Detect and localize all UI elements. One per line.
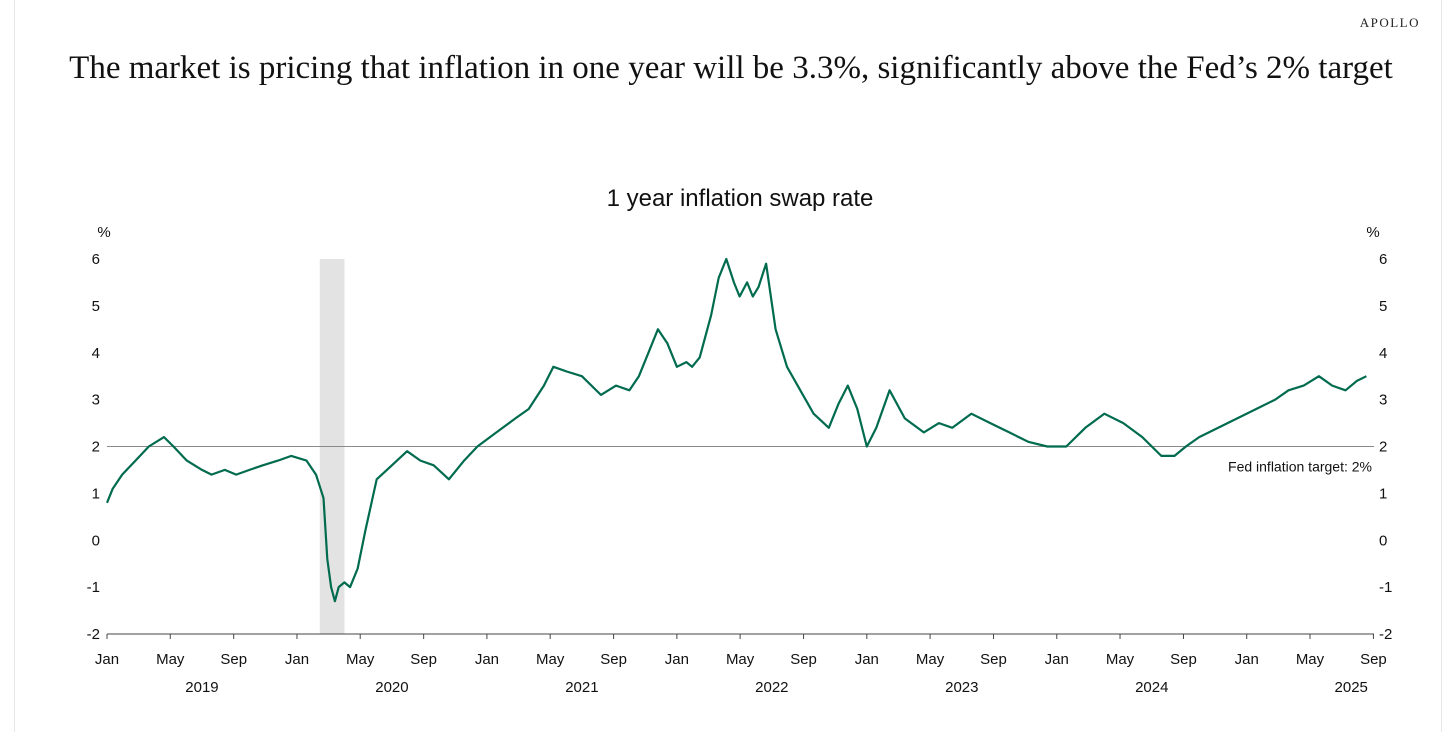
year-label: 2022 <box>755 679 788 696</box>
x-tick-label: May <box>536 651 565 668</box>
x-tick-label: Jan <box>475 651 499 668</box>
x-tick-label: May <box>156 651 185 668</box>
x-tick-label: Jan <box>1235 651 1259 668</box>
y-tick-label-left: 3 <box>92 392 100 409</box>
headline: The market is pricing that inflation in … <box>69 50 1393 86</box>
y-tick-label-right: 6 <box>1379 251 1387 268</box>
brand-logo: APOLLO <box>1359 15 1420 30</box>
x-tick-label: Sep <box>980 651 1007 668</box>
y-tick-label-left: 2 <box>92 439 100 456</box>
x-tick-label: Sep <box>220 651 247 668</box>
y-tick-label-right: 4 <box>1379 345 1387 362</box>
y-tick-label-left: 1 <box>92 485 100 502</box>
y-tick-label-left: -2 <box>87 626 100 643</box>
y-tick-label-left: 4 <box>92 345 100 362</box>
year-label: 2021 <box>565 679 598 696</box>
fed-target-label: Fed inflation target: 2% <box>1228 459 1372 475</box>
x-tick-label: Sep <box>790 651 817 668</box>
x-tick-label: Sep <box>600 651 627 668</box>
y-axis-unit-right: % <box>1366 224 1379 241</box>
y-tick-label-right: 5 <box>1379 298 1387 315</box>
y-tick-label-right: -1 <box>1379 579 1392 596</box>
x-tick-label: Sep <box>1360 651 1387 668</box>
y-tick-label-right: 3 <box>1379 392 1387 409</box>
y-tick-label-right: -2 <box>1379 626 1392 643</box>
y-tick-label-right: 0 <box>1379 532 1387 549</box>
x-tick-label: May <box>916 651 945 668</box>
y-tick-label-left: 0 <box>92 532 100 549</box>
frame-right-border <box>1441 0 1442 732</box>
x-tick-label: May <box>1106 651 1135 668</box>
x-tick-label: Jan <box>855 651 879 668</box>
frame-left-border <box>14 0 15 732</box>
year-label: 2019 <box>185 679 218 696</box>
y-tick-label-right: 1 <box>1379 485 1387 502</box>
chart-title: 1 year inflation swap rate <box>606 185 874 212</box>
x-tick-label: May <box>726 651 755 668</box>
x-tick-label: Jan <box>1045 651 1069 668</box>
year-label: 2023 <box>945 679 978 696</box>
year-label: 2025 <box>1335 679 1368 696</box>
x-tick-label: Sep <box>1170 651 1197 668</box>
axes-layer: -2 -2 -1 -1 0 0 1 1 2 2 3 3 4 4 5 5 6 6 Jan May Sep Jan May Sep… <box>87 251 1393 696</box>
year-label: 2024 <box>1135 679 1168 696</box>
y-tick-label-left: 5 <box>92 298 100 315</box>
series-line <box>105 257 1367 603</box>
x-tick-label: May <box>1296 651 1325 668</box>
y-tick-label-left: -1 <box>87 579 100 596</box>
y-axis-unit-left: % <box>97 224 110 241</box>
x-tick-label: Jan <box>95 651 119 668</box>
x-tick-label: Jan <box>285 651 309 668</box>
year-label: 2020 <box>375 679 408 696</box>
x-tick-label: Jan <box>665 651 689 668</box>
y-tick-label-right: 2 <box>1379 439 1387 456</box>
x-tick-label: Sep <box>410 651 437 668</box>
x-tick-label: May <box>346 651 375 668</box>
y-tick-label-left: 6 <box>92 251 100 268</box>
